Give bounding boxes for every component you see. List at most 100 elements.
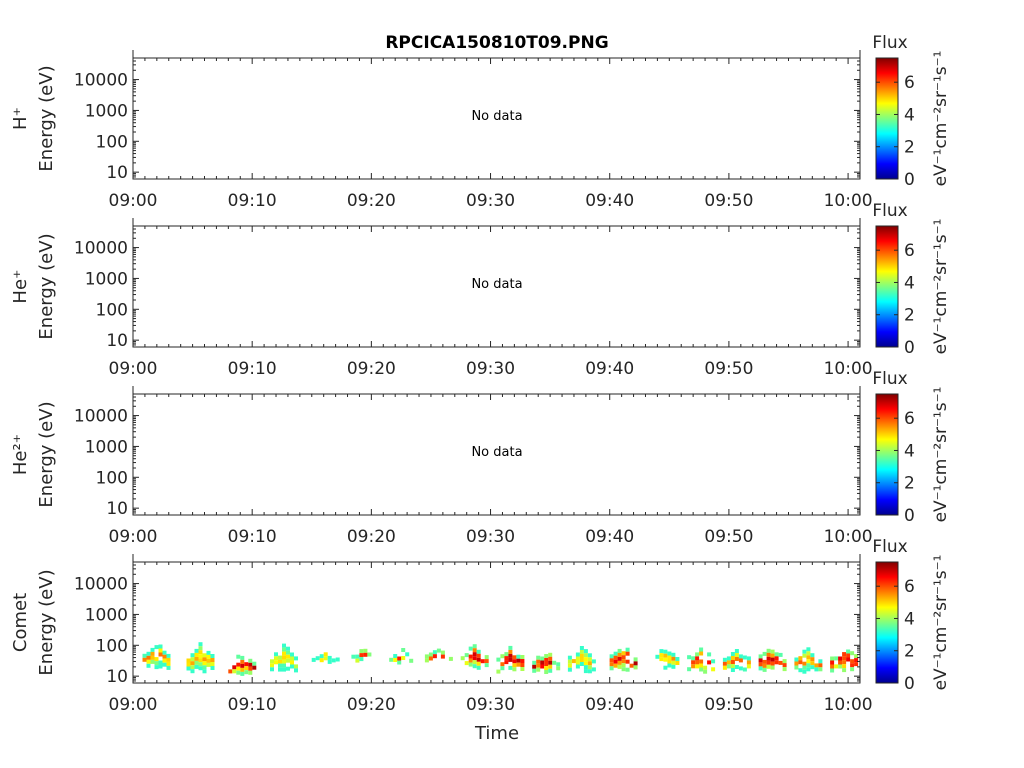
data-cell [468, 646, 473, 651]
burst [424, 648, 453, 663]
data-cell [659, 657, 664, 662]
energy-axis-label: Energy (eV) [36, 569, 57, 675]
data-cell [520, 663, 525, 667]
data-cell [240, 659, 245, 664]
x-tick-label: 09:20 [347, 359, 396, 379]
data-cell [798, 668, 803, 673]
data-cell [270, 663, 274, 668]
data-cell [699, 663, 704, 668]
data-cell [190, 657, 195, 662]
data-cell [190, 665, 195, 670]
data-cell [770, 665, 775, 670]
data-cell [335, 657, 340, 662]
x-tick-label: 09:40 [585, 359, 634, 379]
data-cell [707, 660, 712, 665]
colorbar: Flux 0 2 4 6 eV⁻¹cm⁻²sr⁻¹s⁻¹ [872, 201, 951, 358]
data-cell [508, 665, 513, 670]
data-cell [232, 665, 237, 670]
data-cell [146, 655, 151, 660]
data-cell [512, 655, 517, 660]
data-cell [472, 664, 477, 669]
y-tick-label: 10 [106, 667, 128, 687]
data-cell [802, 669, 807, 674]
data-cell [240, 671, 245, 676]
data-cell [846, 653, 851, 658]
data-cell [516, 658, 521, 663]
colorbar: Flux 0 2 4 6 eV⁻¹cm⁻²sr⁻¹s⁻¹ [872, 537, 951, 694]
data-cell [162, 650, 167, 655]
y-tick-label: 100 [96, 132, 128, 152]
data-cell [625, 651, 630, 656]
data-cell [663, 649, 668, 654]
colorbar-tick-label: 0 [904, 170, 915, 190]
data-cell [500, 654, 505, 659]
data-cell [613, 655, 618, 660]
data-cell [544, 658, 549, 662]
data-cell [587, 657, 592, 662]
data-cell [540, 656, 545, 661]
data-cell [248, 670, 253, 675]
data-cell [363, 652, 368, 657]
data-cell [274, 652, 278, 657]
data-cell [401, 648, 406, 652]
data-cell [484, 663, 489, 668]
data-cell [579, 654, 584, 658]
panels: 09:00 09:10 09:20 09:30 09:40 09:50 10:0010100… [10, 33, 951, 715]
data-cell [613, 651, 618, 656]
data-cell [290, 664, 294, 669]
colorbar-title: Flux [872, 369, 907, 389]
data-cell [244, 666, 249, 671]
data-cell [198, 650, 203, 655]
data-cell [699, 667, 704, 672]
colorbar-tick-label: 4 [904, 273, 915, 293]
data-cell [766, 652, 771, 657]
data-cell [468, 662, 473, 667]
data-cell [575, 652, 580, 657]
x-tick-label: 09:00 [109, 527, 158, 547]
data-cell [500, 662, 505, 667]
data-cell [556, 662, 561, 667]
data-cell [625, 659, 630, 664]
data-cell [290, 656, 294, 661]
data-cell [440, 650, 445, 655]
data-cell [327, 659, 332, 664]
data-cell [154, 657, 159, 662]
energy-axis-label: Energy (eV) [36, 233, 57, 339]
data-cell [210, 666, 215, 670]
data-cell [695, 656, 700, 661]
data-cell [575, 660, 580, 665]
x-tick-label: 09:40 [585, 191, 634, 211]
colorbar-tick-label: 0 [904, 338, 915, 358]
data-cell [579, 650, 584, 654]
data-cell [583, 657, 588, 662]
data-cell [248, 658, 253, 663]
data-cell [166, 657, 171, 662]
y-tick-label: 10000 [74, 407, 128, 427]
data-cell [726, 660, 731, 665]
colorbar-tick-label: 6 [904, 409, 915, 429]
x-tick-label: 09:00 [109, 695, 158, 715]
data-cell [762, 659, 767, 664]
data-cell [782, 667, 787, 672]
data-cell [802, 653, 807, 658]
panel-0: 09:00 09:10 09:20 09:30 09:40 09:50 10:00 10 100… [10, 33, 951, 211]
data-cell [351, 654, 356, 659]
data-cell [532, 664, 537, 669]
data-cell [460, 656, 465, 661]
x-tick-label: 09:30 [466, 695, 515, 715]
data-cell [834, 656, 839, 661]
data-cell [166, 665, 171, 670]
data-cell [655, 654, 660, 659]
data-cell [210, 658, 215, 662]
data-cell [286, 658, 290, 663]
axes-frame [132, 225, 861, 348]
colorbar-tick-label: 4 [904, 441, 915, 461]
data-cell [282, 655, 286, 660]
data-cell [587, 669, 592, 674]
colorbar-gradient [875, 393, 899, 516]
data-cell [579, 662, 584, 666]
data-cell [695, 652, 700, 657]
x-tick-label: 09:50 [704, 695, 753, 715]
data-cell [734, 649, 739, 653]
data-cell [428, 656, 433, 661]
